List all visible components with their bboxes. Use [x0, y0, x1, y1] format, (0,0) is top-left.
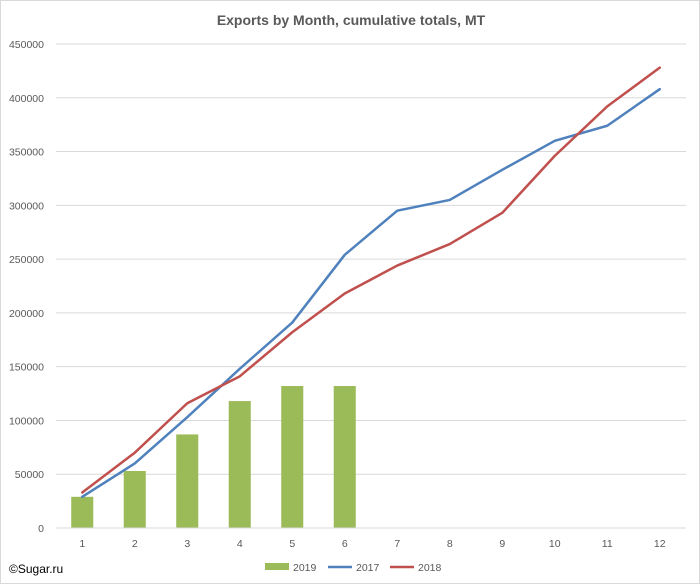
- y-axis-ticks: 0 50000 100000 150000 200000 250000 300000 3500…: [9, 39, 44, 535]
- legend-label-2018: 2018: [418, 562, 442, 574]
- y-tick-label: 0: [38, 523, 44, 535]
- y-tick-label: 250000: [9, 254, 44, 266]
- x-tick-label: 8: [447, 538, 453, 550]
- line-series: [81, 66, 661, 499]
- legend-label-2019: 2019: [293, 562, 317, 574]
- legend-label-2017: 2017: [356, 562, 380, 574]
- bar-series: [71, 386, 356, 528]
- x-tick-label: 3: [184, 538, 190, 550]
- x-axis-ticks: 1 2 3 4 5 6 7 8 9 10 11 12: [79, 538, 665, 550]
- x-tick-label: 1: [79, 538, 85, 550]
- bar-2019-4: [228, 401, 251, 528]
- x-tick-label: 10: [549, 538, 561, 550]
- bar-2019-6: [333, 386, 356, 528]
- chart-title: Exports by Month, cumulative totals, MT: [217, 12, 486, 28]
- y-tick-label: 300000: [9, 200, 44, 212]
- x-tick-label: 11: [602, 538, 613, 550]
- x-tick-label: 4: [237, 538, 243, 550]
- x-tick-label: 2: [132, 538, 138, 550]
- line-series-2017: [81, 87, 661, 499]
- credit-text: ©Sugar.ru: [9, 562, 63, 576]
- x-tick-label: 5: [289, 538, 295, 550]
- y-tick-label: 450000: [9, 39, 44, 51]
- gridlines: [56, 43, 686, 475]
- x-tick-label: 6: [342, 538, 348, 550]
- y-tick-label: 350000: [9, 147, 44, 159]
- x-tick-label: 12: [654, 538, 666, 550]
- bar-2019-5: [281, 386, 304, 528]
- y-tick-label: 150000: [9, 362, 44, 374]
- bar-2019-3: [176, 434, 199, 528]
- y-tick-label: 100000: [9, 415, 44, 427]
- x-tick-label: 7: [394, 538, 400, 550]
- y-tick-label: 50000: [15, 469, 44, 481]
- legend-swatch-2019: [265, 563, 289, 570]
- bar-2019-2: [123, 470, 146, 528]
- bar-2019-1: [71, 496, 94, 528]
- y-tick-label: 200000: [9, 308, 44, 320]
- y-tick-label: 400000: [9, 93, 44, 105]
- x-tick-label: 9: [499, 538, 505, 550]
- line-series-2018: [81, 66, 661, 494]
- legend: 2019 2017 2018: [265, 562, 442, 574]
